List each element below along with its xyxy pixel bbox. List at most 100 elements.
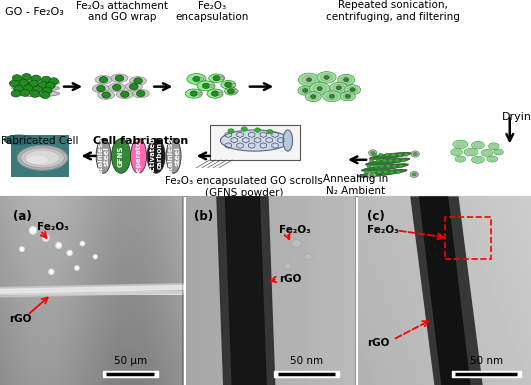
Ellipse shape xyxy=(453,150,460,154)
Ellipse shape xyxy=(207,89,223,98)
Circle shape xyxy=(385,153,389,156)
Ellipse shape xyxy=(98,91,115,99)
Ellipse shape xyxy=(283,130,293,151)
Circle shape xyxy=(41,76,51,83)
Ellipse shape xyxy=(456,142,465,147)
Text: Fe₂O₃: Fe₂O₃ xyxy=(279,225,311,235)
Circle shape xyxy=(200,77,204,80)
Circle shape xyxy=(413,152,417,156)
Ellipse shape xyxy=(326,93,338,100)
Text: (c): (c) xyxy=(367,209,385,223)
Ellipse shape xyxy=(340,92,355,101)
Circle shape xyxy=(99,77,108,83)
Ellipse shape xyxy=(96,139,111,173)
Ellipse shape xyxy=(185,89,202,98)
Circle shape xyxy=(395,159,399,162)
Text: rGO: rGO xyxy=(367,338,389,348)
Circle shape xyxy=(202,83,210,89)
Circle shape xyxy=(218,92,222,95)
Circle shape xyxy=(329,94,335,98)
Ellipse shape xyxy=(197,81,215,91)
Ellipse shape xyxy=(333,84,345,91)
Text: Repeated sonication,
centrifuging, and filtering: Repeated sonication, centrifuging, and f… xyxy=(326,0,460,22)
Circle shape xyxy=(377,171,381,174)
Ellipse shape xyxy=(111,74,128,82)
Ellipse shape xyxy=(472,156,484,163)
Circle shape xyxy=(67,250,73,256)
Ellipse shape xyxy=(496,150,501,154)
Ellipse shape xyxy=(489,143,499,150)
Circle shape xyxy=(93,254,98,259)
Text: Activated
carbon: Activated carbon xyxy=(150,137,162,175)
Ellipse shape xyxy=(221,80,236,89)
Circle shape xyxy=(55,242,62,249)
Circle shape xyxy=(74,265,80,271)
Circle shape xyxy=(370,174,374,177)
Circle shape xyxy=(211,91,219,96)
Circle shape xyxy=(97,85,105,92)
Circle shape xyxy=(382,159,387,162)
Circle shape xyxy=(379,153,383,156)
Circle shape xyxy=(267,129,273,134)
Ellipse shape xyxy=(453,140,468,149)
Ellipse shape xyxy=(310,82,330,95)
Circle shape xyxy=(376,159,380,162)
Ellipse shape xyxy=(338,74,355,85)
Ellipse shape xyxy=(14,90,60,97)
Text: Fe₂O₃
encapsulation: Fe₂O₃ encapsulation xyxy=(176,1,249,22)
Circle shape xyxy=(29,226,37,234)
Circle shape xyxy=(190,91,198,96)
FancyBboxPatch shape xyxy=(11,135,69,177)
Circle shape xyxy=(370,159,374,162)
Ellipse shape xyxy=(317,72,336,83)
Ellipse shape xyxy=(112,139,131,173)
Ellipse shape xyxy=(343,93,353,99)
Ellipse shape xyxy=(298,73,320,86)
Circle shape xyxy=(136,90,145,97)
Ellipse shape xyxy=(125,82,142,91)
Text: 50 nm: 50 nm xyxy=(469,356,503,366)
Ellipse shape xyxy=(370,152,411,159)
Ellipse shape xyxy=(209,74,225,82)
Ellipse shape xyxy=(284,263,292,269)
Circle shape xyxy=(31,228,35,233)
Circle shape xyxy=(389,159,393,162)
Ellipse shape xyxy=(472,141,484,149)
Circle shape xyxy=(115,75,124,81)
Text: Cell fabrication: Cell fabrication xyxy=(93,136,189,146)
Ellipse shape xyxy=(451,149,463,156)
Circle shape xyxy=(80,241,85,246)
Circle shape xyxy=(411,151,419,157)
Circle shape xyxy=(404,153,408,156)
Text: Stainless
steel: Stainless steel xyxy=(97,138,110,174)
Circle shape xyxy=(81,242,84,245)
Ellipse shape xyxy=(467,150,475,154)
Ellipse shape xyxy=(305,92,321,102)
Circle shape xyxy=(10,80,19,87)
Ellipse shape xyxy=(474,143,482,147)
Ellipse shape xyxy=(18,146,68,170)
Ellipse shape xyxy=(320,74,333,81)
Ellipse shape xyxy=(130,77,147,85)
Circle shape xyxy=(350,88,355,92)
Text: 50 nm: 50 nm xyxy=(290,356,323,366)
Ellipse shape xyxy=(362,164,408,171)
Circle shape xyxy=(373,165,378,168)
Circle shape xyxy=(234,90,238,93)
Text: Drying: Drying xyxy=(502,112,531,122)
Circle shape xyxy=(367,172,376,178)
Ellipse shape xyxy=(166,139,181,173)
Ellipse shape xyxy=(457,157,464,161)
Ellipse shape xyxy=(25,150,59,166)
Ellipse shape xyxy=(487,156,498,162)
Ellipse shape xyxy=(341,76,352,83)
Circle shape xyxy=(344,78,349,82)
Circle shape xyxy=(42,87,52,94)
Circle shape xyxy=(345,94,350,98)
Circle shape xyxy=(44,236,48,240)
Circle shape xyxy=(372,153,376,156)
Text: Separator: Separator xyxy=(135,136,142,176)
Polygon shape xyxy=(410,196,483,385)
Ellipse shape xyxy=(455,156,466,162)
Circle shape xyxy=(220,77,224,80)
